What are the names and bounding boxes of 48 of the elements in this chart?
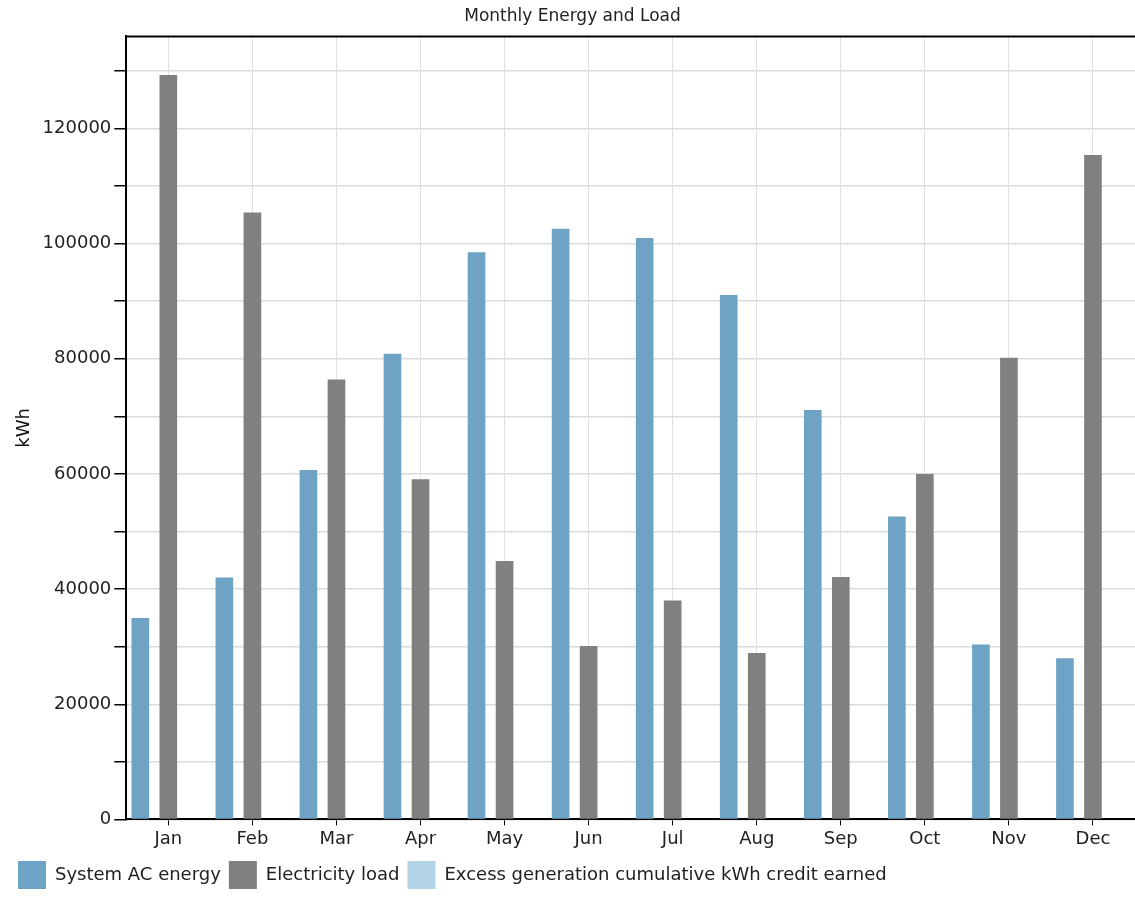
bar	[243, 212, 262, 819]
bar	[131, 617, 150, 819]
bar	[719, 294, 738, 819]
bar	[1000, 357, 1018, 819]
x-tick-label: Oct	[909, 826, 941, 848]
x-tick-label: Jul	[660, 826, 684, 848]
bar	[159, 74, 178, 819]
bar	[916, 473, 934, 819]
chart-title: Monthly Energy and Load	[464, 4, 681, 25]
bar	[467, 252, 486, 819]
y-tick-label: 120000	[42, 116, 112, 138]
y-tick-label: 0	[99, 807, 112, 829]
bar	[803, 410, 822, 819]
x-tick-label: Nov	[991, 826, 1027, 848]
y-tick-label: 80000	[54, 346, 112, 368]
bar	[299, 469, 318, 819]
bar	[888, 516, 906, 819]
x-tick-label: Feb	[236, 826, 269, 848]
bar	[831, 577, 850, 819]
x-tick-label: Jan	[153, 826, 183, 848]
x-tick-label: Apr	[404, 826, 437, 848]
x-tick-label: May	[485, 826, 524, 848]
bar	[215, 577, 234, 819]
y-axis-title: kWh	[12, 408, 34, 448]
x-tick-label: Sep	[823, 826, 858, 848]
y-tick-label: 100000	[42, 231, 112, 253]
legend-label: Excess generation cumulative kWh credit earned	[444, 862, 887, 884]
bar	[972, 644, 990, 819]
y-tick-label: 60000	[54, 461, 112, 483]
bar	[635, 237, 654, 819]
bar	[1084, 155, 1102, 819]
bar	[663, 600, 682, 819]
bar	[495, 560, 514, 819]
x-tick-label: Aug	[739, 826, 775, 848]
legend-label: Electricity load	[265, 862, 400, 884]
bar	[327, 379, 346, 819]
y-tick-label: 40000	[54, 576, 112, 598]
bar	[747, 653, 766, 819]
y-tick-label: 20000	[54, 691, 112, 713]
x-tick-label: Jun	[573, 826, 603, 848]
bar	[579, 646, 598, 819]
x-tick-label: Mar	[319, 826, 355, 848]
bar	[383, 353, 402, 819]
bar	[1056, 658, 1074, 819]
bar	[411, 479, 430, 819]
legend-label: System AC energy	[55, 862, 222, 884]
x-tick-label: Dec	[1075, 826, 1111, 848]
bar	[551, 228, 570, 819]
